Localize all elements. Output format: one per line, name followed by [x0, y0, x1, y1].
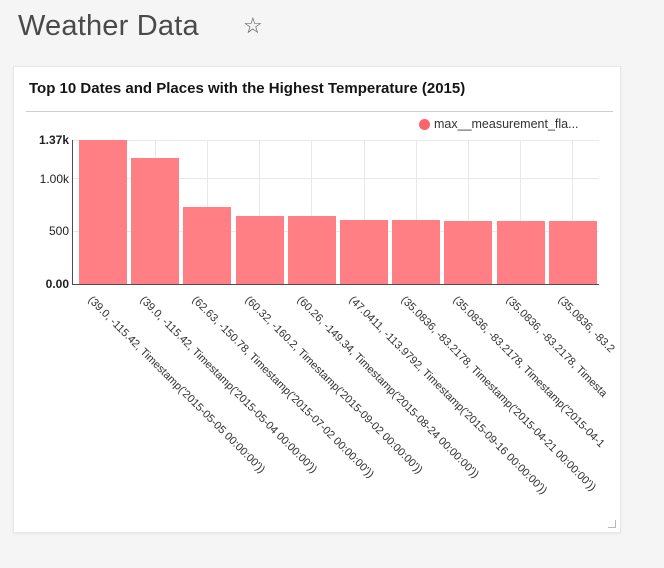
chart-title: Top 10 Dates and Places with the Highest… [29, 80, 466, 97]
y-axis-tick-label: 1.00k [39, 171, 69, 186]
bar[interactable] [287, 216, 336, 284]
bar[interactable] [79, 140, 127, 284]
vertical-gridline [520, 140, 522, 284]
y-axis-tick-label: 500 [48, 224, 69, 239]
y-axis-tick-label: 0.00 [45, 277, 69, 291]
bar[interactable] [183, 207, 232, 284]
horizontal-gridline [73, 230, 599, 232]
legend-label: max__measurement_fla... [434, 117, 579, 131]
page-title: Weather Data [18, 10, 199, 42]
bar[interactable] [444, 220, 493, 284]
x-axis-category-label: (60.26, -149.34, Timestamp('2015-08-24 0… [294, 294, 481, 481]
x-axis-category-label: (62.63, -150.78, Timestamp('2015-07-02 0… [189, 294, 377, 481]
bar[interactable] [340, 219, 388, 284]
legend-item[interactable]: max__measurement_fla... [419, 117, 579, 131]
bar[interactable] [392, 220, 441, 284]
x-axis-line [72, 284, 599, 285]
x-axis-category-label: (35.0836, -83.2178, Timestamp('2015-04-2… [398, 294, 599, 494]
horizontal-gridline [73, 178, 599, 180]
chart-card: Top 10 Dates and Places with the Highest… [13, 66, 621, 533]
x-axis-category-label: (47.0411, -113.9792, Timestamp('2015-09-… [346, 294, 550, 497]
bar[interactable] [548, 221, 597, 284]
x-axis-category-label: (39.0, -115.42, Timestamp('2015-05-05 00… [85, 294, 268, 476]
bar-chart-plot-area: 0.00 500 1.00k 1.37k (39.0, -115.42, Timesta… [14, 67, 620, 532]
horizontal-gridline [73, 139, 599, 141]
title-divider [26, 111, 613, 112]
x-axis-category-label: (39.0, -115.42, Timestamp('2015-05-04 00… [137, 294, 320, 476]
vertical-gridline [415, 140, 417, 284]
legend-dot-icon [419, 118, 430, 130]
resize-handle-icon[interactable] [608, 520, 616, 528]
vertical-gridline [259, 140, 261, 284]
vertical-gridline [363, 140, 365, 284]
vertical-gridline [311, 140, 313, 284]
bar[interactable] [131, 157, 180, 284]
vertical-gridline [572, 140, 574, 284]
x-axis-category-label: (60.32, -160.2, Timestamp('2015-09-02 00… [242, 294, 425, 477]
x-axis-category-label: (35.0836, -83.2178, Timesta [503, 294, 609, 400]
bar[interactable] [496, 220, 545, 284]
y-axis-line [72, 140, 73, 285]
favorite-star-icon[interactable]: ☆ [243, 13, 263, 38]
bar[interactable] [235, 215, 284, 284]
vertical-gridline [467, 140, 469, 284]
y-axis-tick-label: 1.37k [38, 133, 69, 147]
